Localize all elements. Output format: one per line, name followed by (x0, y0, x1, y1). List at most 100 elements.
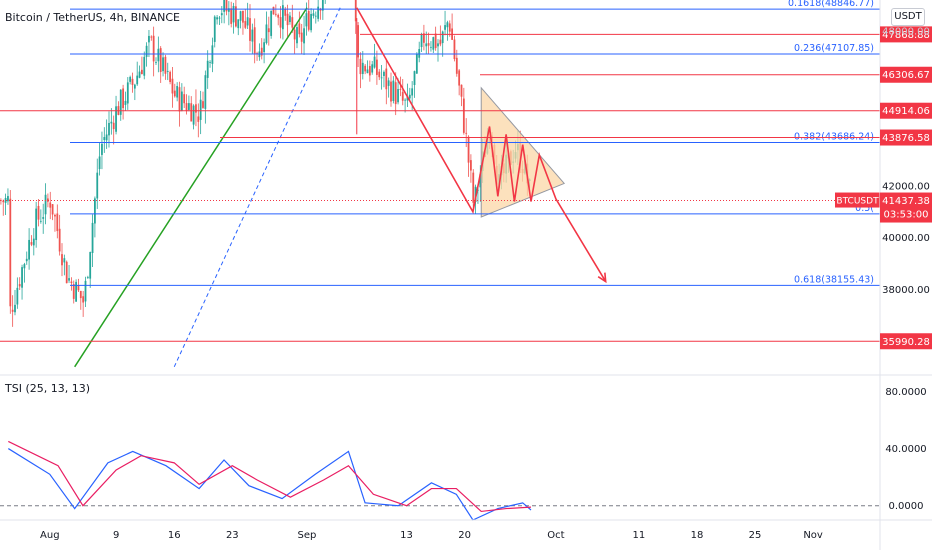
main-pane[interactable]: 0.1618(48846.77) 0.236(47107.85) 0.382(436… (0, 0, 880, 368)
fib-level-label: 0.236(47107.85) (794, 43, 874, 54)
candle-body (397, 89, 399, 103)
countdown-text: 03:53:00 (884, 210, 929, 221)
time-tick: 25 (749, 530, 762, 541)
candle-body (124, 100, 127, 105)
candle-body (223, 0, 226, 12)
candle-body (227, 8, 230, 12)
candle-body (211, 45, 214, 64)
candle-body (404, 99, 406, 101)
time-tick: Sep (298, 530, 317, 541)
tsi-indicator-label[interactable]: TSI (25, 13, 13) (5, 382, 91, 395)
candle-body (420, 34, 423, 48)
time-tick: Aug (40, 530, 60, 541)
candle-body (394, 82, 397, 105)
candle-body (39, 220, 42, 222)
candle-body (298, 23, 301, 35)
price-level-text: 47868.88 (882, 30, 930, 41)
candle-body (110, 121, 113, 124)
candle-body (159, 48, 162, 72)
candle-body (129, 76, 132, 82)
symbol-badge[interactable] (835, 192, 880, 208)
candle-body (119, 89, 122, 115)
time-tick: 11 (633, 530, 646, 541)
candle-body (72, 284, 75, 299)
candle-body (51, 204, 54, 215)
candle-body (277, 14, 280, 18)
candle-body (251, 29, 254, 42)
tsi-signal-line[interactable] (8, 440, 532, 513)
candle-body (148, 35, 150, 43)
candle-body (61, 254, 63, 266)
candle-body (239, 11, 242, 21)
candle-body (190, 103, 193, 122)
candle-body (155, 62, 157, 64)
tsi-pane[interactable] (0, 440, 880, 521)
candle-body (430, 46, 432, 48)
green-trendline[interactable] (74, 7, 308, 368)
candle-body (199, 99, 202, 120)
candle-body (63, 258, 66, 263)
candle-body (30, 242, 33, 245)
candle-body (180, 91, 183, 111)
candle-body (86, 277, 89, 278)
candle-body (272, 6, 275, 15)
candle-body (307, 10, 310, 30)
candle-body (91, 222, 94, 253)
price-level-badge (880, 26, 932, 43)
candle-body (96, 172, 99, 199)
time-tick: Nov (803, 530, 823, 541)
candle-body (448, 23, 451, 32)
candle-body (94, 198, 96, 224)
blue-dashed-trendline[interactable] (173, 7, 341, 368)
time-tick: 20 (458, 530, 471, 541)
candle-body (274, 13, 277, 15)
candle-body (176, 86, 179, 98)
currency-button[interactable]: USDT (891, 8, 925, 26)
candle-body (89, 252, 92, 279)
candle-body (220, 13, 223, 16)
candle-body (152, 35, 155, 62)
candle-body (35, 208, 38, 241)
candle-body (479, 174, 482, 188)
price-tick: 38000.00 (882, 285, 930, 296)
candle-body (418, 49, 421, 58)
fib-level-label: 0.618(38155.43) (794, 274, 874, 285)
fib-level-label: 0.382(43686.24) (794, 131, 874, 142)
candle-body (115, 106, 117, 132)
price-level-text: 44914.06 (882, 106, 930, 117)
candle-body (192, 105, 195, 125)
candle-body (58, 228, 61, 252)
candle-body (300, 32, 303, 42)
price-level-text: 43876.58 (882, 133, 930, 144)
candle-body (32, 238, 35, 246)
current-price-text: 41437.38 (882, 196, 930, 207)
candle-body (441, 31, 444, 44)
candle-body (465, 132, 468, 134)
tsi-tick: 80.0000 (885, 387, 926, 398)
candle-body (25, 258, 28, 262)
red-projection-path[interactable] (356, 7, 607, 282)
candle-body (47, 198, 49, 202)
candle-body (246, 17, 249, 26)
candle-body (216, 17, 218, 20)
candle-body (427, 43, 430, 46)
candle-body (415, 54, 418, 74)
candle-body (408, 94, 411, 99)
candle-body (361, 62, 364, 74)
tsi-line[interactable] (7, 448, 532, 521)
candle-body (293, 29, 296, 40)
candle-body (164, 56, 167, 74)
price-level-text: 35990.28 (882, 337, 930, 348)
candle-body (232, 5, 235, 23)
candle-body (371, 64, 374, 73)
candle-body (65, 261, 68, 284)
symbol-badge-text: BTCUSDT (836, 197, 879, 207)
candle-body (366, 69, 369, 74)
candle-body (108, 122, 110, 136)
candle-body (432, 37, 435, 50)
candle-body (68, 278, 70, 281)
candle-body (42, 217, 45, 219)
time-tick: 9 (113, 530, 119, 541)
candle-body (37, 205, 40, 220)
